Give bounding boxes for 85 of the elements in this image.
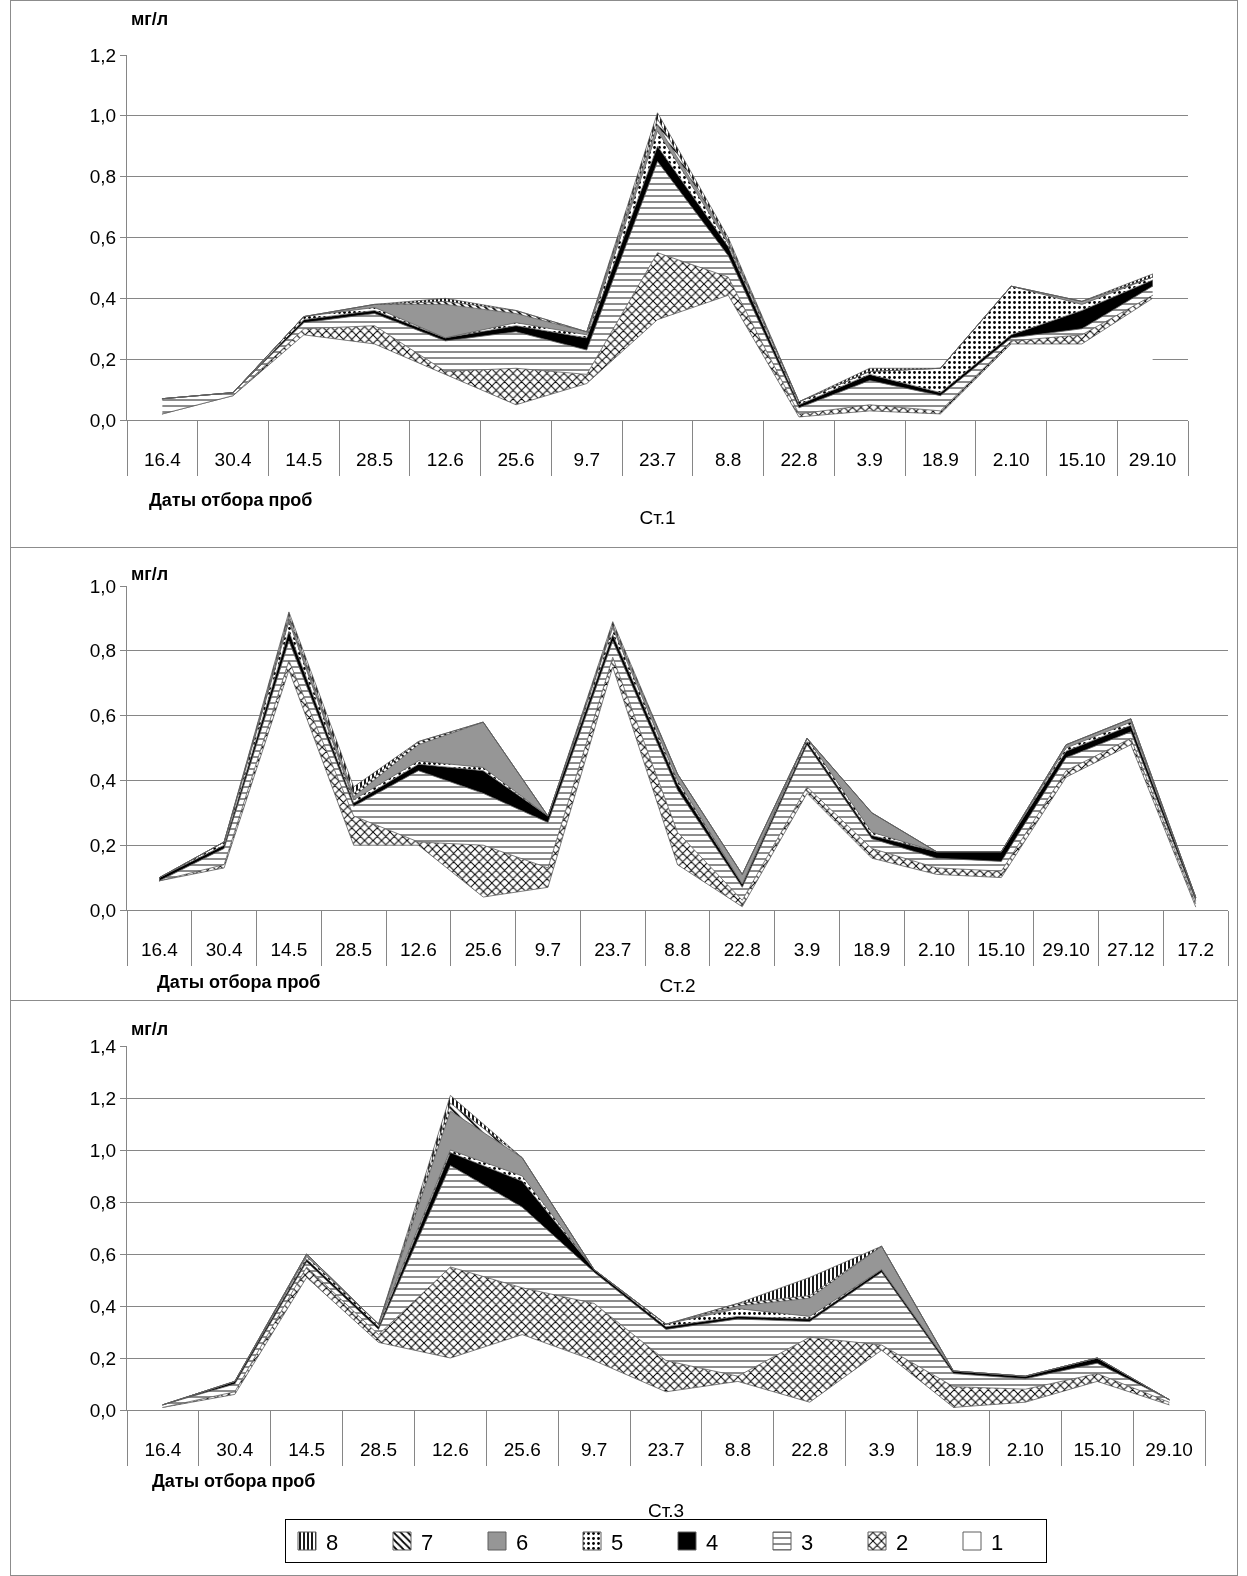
y-axis-title: мг/л: [131, 1019, 169, 1039]
x-tick-label: 18.9: [853, 938, 891, 960]
text: Ст.3: [647, 1499, 685, 1521]
text: Ст.2: [659, 975, 696, 997]
x-tick-label: 25.6: [464, 938, 502, 960]
x-tick-label: 3.9: [793, 938, 821, 960]
x-tick-label: 28.5: [360, 1438, 398, 1460]
y-tick-label: 0,8: [89, 166, 117, 188]
y-tick-label: 0,8: [89, 640, 117, 662]
x-tick-label: 9.7: [580, 1438, 608, 1460]
x-tick-label: 9.7: [573, 448, 600, 470]
y-tick-label: 1,4: [89, 1035, 117, 1057]
x-tick-label: 28.5: [335, 938, 373, 960]
x-tick-label: 3.9: [868, 1438, 895, 1460]
x-tick-label: 22.8: [791, 1438, 829, 1460]
y-tick-label: 0,0: [89, 409, 117, 431]
y-tick-label: 0,6: [89, 705, 117, 727]
y-tick-label: 0,6: [89, 1243, 117, 1265]
x-tick-label: 16.4: [140, 938, 179, 960]
x-tick-label: 23.7: [594, 938, 632, 960]
x-tick-label: 15.10: [977, 938, 1026, 960]
x-tick-label: 14.5: [288, 1438, 326, 1460]
x-tick-label: 30.4: [214, 448, 253, 470]
y-tick-label: 1,2: [89, 1087, 117, 1109]
y-tick-label: 0,4: [89, 287, 117, 309]
x-tick-label: 15.10: [1073, 1438, 1121, 1460]
legend-label: 1: [991, 1529, 1004, 1555]
x-axis-title: Даты отбора проб: [152, 1471, 316, 1491]
x-tick-label: 8.8: [664, 938, 691, 960]
y-tick-label: 0,6: [89, 227, 117, 249]
x-tick-label: 29.10: [1128, 448, 1177, 470]
x-tick-label: 29.10: [1042, 938, 1090, 960]
x-tick-label: 2.10: [918, 938, 956, 960]
x-tick-label: 18.9: [921, 448, 959, 470]
x-tick-label: 27.12: [1107, 938, 1155, 960]
legend-label: 5: [611, 1529, 624, 1555]
x-tick-label: 17.2: [1177, 938, 1215, 960]
y-tick-label: 1,0: [89, 1139, 117, 1161]
x-tick-label: 29.10: [1145, 1438, 1193, 1460]
x-tick-label: 16.4: [144, 1438, 182, 1460]
x-tick-label: 8.8: [724, 1438, 752, 1460]
x-tick-label: 14.5: [270, 938, 308, 960]
x-axis-title: Даты отбора проб: [149, 490, 313, 510]
x-tick-label: 12.6: [426, 448, 464, 470]
legend-label: 6: [516, 1529, 529, 1555]
y-tick-label: 0,0: [89, 899, 117, 921]
y-tick-label: 0,4: [89, 770, 117, 792]
y-axis-title: мг/л: [131, 9, 169, 29]
x-tick-label: 25.6: [503, 1438, 541, 1460]
y-tick-label: 1,0: [89, 575, 117, 597]
x-tick-label: 23.7: [647, 1438, 685, 1460]
x-tick-label: 30.4: [205, 938, 244, 960]
text: Ст.1: [639, 506, 676, 528]
x-tick-label: 12.6: [431, 1438, 469, 1460]
x-axis-title: Даты отбора проб: [157, 972, 321, 992]
x-tick-label: 30.4: [216, 1438, 254, 1460]
x-tick-label: 28.5: [356, 448, 394, 470]
y-tick-label: 0,2: [89, 834, 117, 856]
x-tick-label: 16.4: [143, 448, 182, 470]
x-tick-label: 8.8: [715, 448, 742, 470]
x-tick-label: 22.8: [780, 448, 818, 470]
x-tick-label: 3.9: [856, 448, 883, 470]
y-tick-label: 1,2: [89, 44, 117, 66]
y-tick-label: 0,4: [89, 1295, 117, 1317]
legend-label: 8: [326, 1529, 339, 1555]
y-tick-label: 0,8: [89, 1191, 117, 1213]
x-tick-label: 23.7: [639, 448, 676, 470]
x-tick-label: 25.6: [497, 448, 535, 470]
y-axis-title: мг/л: [131, 564, 169, 584]
legend-label: 4: [706, 1529, 719, 1555]
legend-label: 7: [421, 1529, 434, 1555]
legend-label: 3: [801, 1529, 814, 1555]
x-tick-label: 18.9: [934, 1438, 972, 1460]
x-tick-label: 22.8: [723, 938, 761, 960]
y-tick-label: 1,0: [89, 105, 117, 127]
x-tick-label: 2.10: [992, 448, 1030, 470]
x-tick-label: 2.10: [1006, 1438, 1044, 1460]
legend-label: 2: [896, 1529, 909, 1555]
y-tick-label: 0,2: [89, 1347, 117, 1369]
x-tick-label: 15.10: [1058, 448, 1106, 470]
x-tick-label: 14.5: [285, 448, 323, 470]
x-tick-label: 9.7: [534, 938, 562, 960]
x-tick-label: 12.6: [399, 938, 437, 960]
y-tick-label: 0,0: [89, 1399, 117, 1421]
y-tick-label: 0,2: [89, 348, 117, 370]
